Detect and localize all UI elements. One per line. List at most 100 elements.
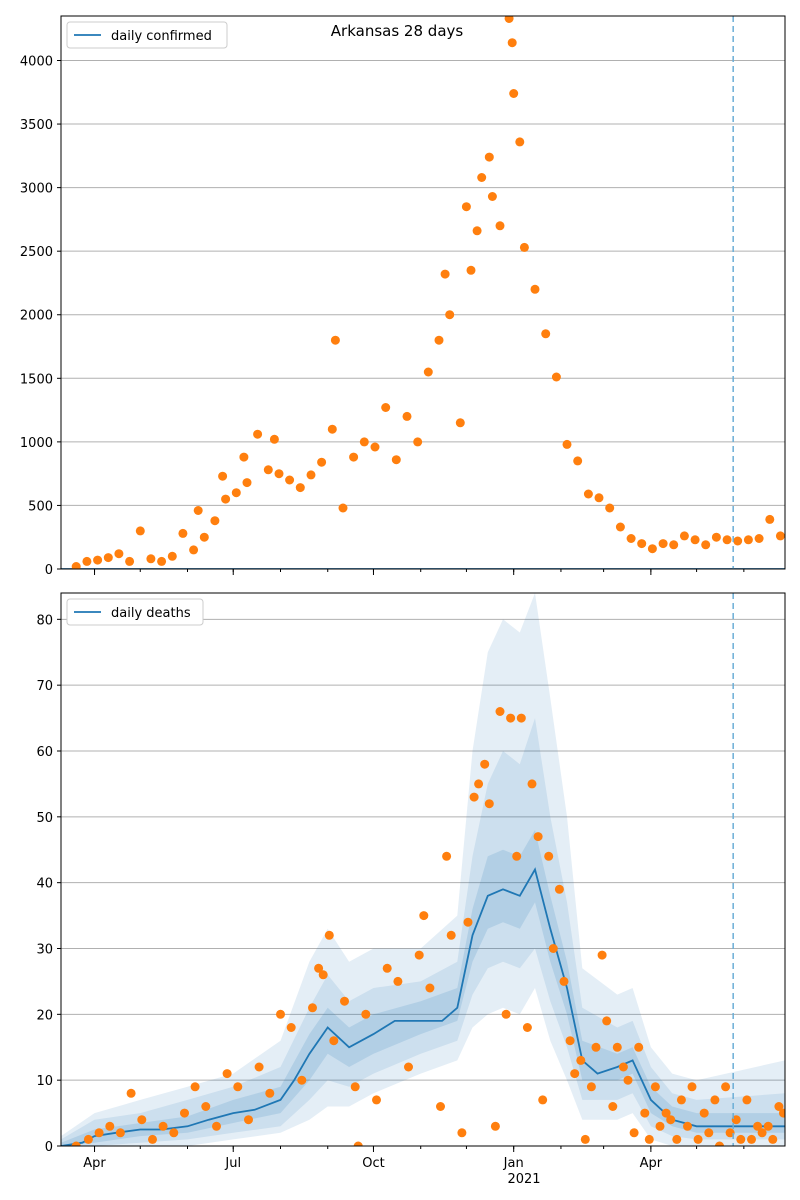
data-point bbox=[711, 532, 721, 542]
data-point bbox=[413, 437, 423, 447]
data-point bbox=[576, 1055, 586, 1065]
data-point bbox=[158, 1121, 168, 1131]
data-point bbox=[757, 1128, 767, 1138]
data-point bbox=[125, 556, 135, 566]
data-point bbox=[570, 1069, 580, 1079]
data-point bbox=[477, 173, 487, 182]
data-point bbox=[265, 1088, 275, 1098]
y-tick-label: 70 bbox=[36, 679, 53, 694]
data-point bbox=[103, 553, 113, 563]
data-point bbox=[721, 1082, 731, 1092]
data-point bbox=[269, 434, 279, 444]
data-point bbox=[457, 1128, 467, 1138]
data-point bbox=[602, 1016, 612, 1026]
data-point bbox=[231, 488, 241, 498]
data-point bbox=[693, 1134, 703, 1144]
data-point bbox=[461, 202, 471, 212]
data-point bbox=[512, 851, 522, 861]
data-point bbox=[324, 930, 334, 940]
data-point bbox=[222, 1069, 232, 1079]
y-tick-label: 40 bbox=[36, 877, 53, 892]
data-point bbox=[669, 540, 679, 550]
data-point bbox=[687, 1082, 697, 1092]
data-point bbox=[94, 1128, 104, 1138]
data-point bbox=[736, 1134, 746, 1144]
data-point bbox=[618, 1062, 628, 1072]
data-point bbox=[135, 526, 145, 536]
data-point bbox=[672, 1134, 682, 1144]
data-point bbox=[308, 1003, 317, 1013]
data-point bbox=[655, 1121, 665, 1131]
legend-label: daily confirmed bbox=[111, 29, 212, 44]
data-point bbox=[544, 851, 554, 861]
data-point bbox=[626, 534, 636, 543]
data-point bbox=[615, 522, 625, 532]
data-point bbox=[404, 1062, 413, 1072]
data-point bbox=[442, 851, 452, 861]
data-point bbox=[218, 471, 228, 481]
data-point bbox=[629, 1128, 639, 1138]
data-point bbox=[591, 1042, 601, 1052]
y-tick-label: 0 bbox=[45, 563, 53, 578]
data-point bbox=[527, 779, 537, 789]
data-point bbox=[314, 963, 324, 973]
data-point bbox=[515, 137, 525, 147]
data-point bbox=[286, 1023, 296, 1032]
data-point bbox=[509, 89, 519, 98]
uncertainty-band bbox=[61, 718, 785, 1146]
data-point bbox=[754, 534, 764, 543]
data-point bbox=[594, 493, 604, 503]
data-point bbox=[381, 403, 391, 412]
y-tick-label: 4000 bbox=[20, 54, 53, 69]
data-point bbox=[484, 799, 494, 809]
uncertainty-band bbox=[61, 830, 785, 1146]
data-point bbox=[519, 242, 529, 252]
data-point bbox=[608, 1102, 618, 1111]
data-point bbox=[455, 418, 465, 428]
data-point bbox=[530, 284, 540, 294]
data-point bbox=[490, 1121, 500, 1131]
y-tick-label: 2000 bbox=[20, 309, 53, 324]
data-point bbox=[676, 1095, 686, 1105]
legend-label: daily deaths bbox=[111, 606, 191, 621]
y-tick-label: 80 bbox=[36, 613, 53, 628]
chart-title: Arkansas 28 days bbox=[331, 22, 464, 40]
data-point bbox=[551, 372, 561, 382]
data-point bbox=[690, 535, 700, 545]
data-point bbox=[372, 1095, 381, 1105]
legend-box bbox=[66, 598, 204, 626]
data-point bbox=[472, 226, 482, 236]
data-point bbox=[559, 976, 569, 986]
data-point bbox=[597, 950, 607, 960]
data-point bbox=[774, 1102, 784, 1111]
data-point bbox=[562, 439, 572, 449]
data-point bbox=[189, 545, 199, 555]
data-point bbox=[565, 1036, 575, 1046]
x-tick-label: Apr bbox=[83, 1156, 106, 1171]
data-point bbox=[731, 1115, 741, 1125]
x-tick-label: Oct bbox=[362, 1156, 384, 1171]
data-point bbox=[683, 1121, 692, 1131]
data-point bbox=[436, 1102, 445, 1111]
data-point bbox=[722, 535, 732, 545]
data-point bbox=[391, 455, 401, 465]
data-point bbox=[295, 483, 305, 493]
data-point bbox=[679, 531, 689, 541]
data-point bbox=[201, 1102, 211, 1111]
data-point bbox=[573, 456, 583, 466]
x-year-label: 2021 bbox=[507, 1172, 540, 1187]
data-point bbox=[212, 1121, 221, 1131]
data-point bbox=[169, 1128, 179, 1138]
y-tick-label: 10 bbox=[36, 1074, 53, 1089]
data-point bbox=[193, 506, 203, 515]
data-point bbox=[554, 884, 564, 894]
data-point bbox=[480, 759, 490, 769]
data-point bbox=[522, 1023, 532, 1032]
data-point bbox=[71, 562, 81, 569]
data-point bbox=[474, 779, 484, 789]
data-point bbox=[775, 531, 785, 541]
uncertainty-band bbox=[61, 593, 785, 1146]
data-point bbox=[583, 489, 593, 499]
y-tick-label: 60 bbox=[36, 745, 53, 760]
